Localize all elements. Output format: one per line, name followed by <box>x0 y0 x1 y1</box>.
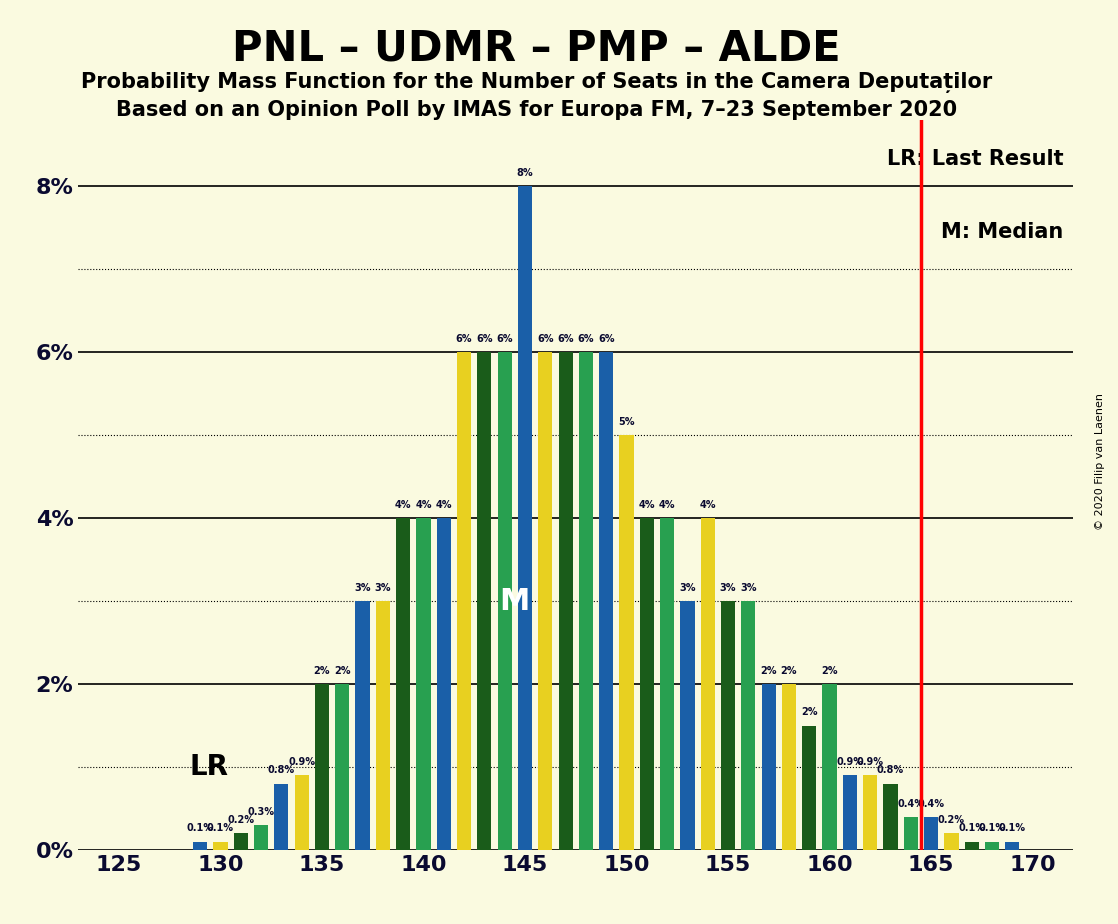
Bar <box>579 352 593 850</box>
Text: 8%: 8% <box>517 168 533 178</box>
Bar <box>923 817 938 850</box>
Bar <box>335 684 349 850</box>
Bar <box>903 817 918 850</box>
Bar <box>518 187 532 850</box>
Bar <box>234 833 248 850</box>
Bar <box>1005 842 1020 850</box>
Text: 0.4%: 0.4% <box>898 798 925 808</box>
Text: 2%: 2% <box>822 666 837 675</box>
Text: 0.2%: 0.2% <box>938 815 965 825</box>
Text: 0.2%: 0.2% <box>227 815 254 825</box>
Text: 6%: 6% <box>456 334 472 344</box>
Text: M: M <box>500 587 530 615</box>
Text: Probability Mass Function for the Number of Seats in the Camera Deputaților: Probability Mass Function for the Number… <box>80 72 993 93</box>
Text: 4%: 4% <box>436 500 452 510</box>
Bar <box>639 518 654 850</box>
Text: 6%: 6% <box>598 334 615 344</box>
Text: 6%: 6% <box>496 334 513 344</box>
Text: 0.1%: 0.1% <box>187 823 214 833</box>
Text: 0.9%: 0.9% <box>836 757 863 767</box>
Text: 3%: 3% <box>680 583 695 593</box>
Text: 3%: 3% <box>740 583 757 593</box>
Text: 0.8%: 0.8% <box>268 765 295 775</box>
Text: 6%: 6% <box>558 334 574 344</box>
Bar <box>823 684 836 850</box>
Bar <box>294 775 309 850</box>
Bar <box>356 602 370 850</box>
Text: 0.9%: 0.9% <box>288 757 315 767</box>
Text: 4%: 4% <box>415 500 432 510</box>
Text: 4%: 4% <box>659 500 675 510</box>
Text: PNL – UDMR – PMP – ALDE: PNL – UDMR – PMP – ALDE <box>233 28 841 69</box>
Text: LR: LR <box>190 753 229 781</box>
Bar <box>559 352 572 850</box>
Bar <box>538 352 552 850</box>
Text: 5%: 5% <box>618 417 635 427</box>
Text: LR: Last Result: LR: Last Result <box>887 150 1063 169</box>
Bar <box>863 775 878 850</box>
Bar <box>477 352 492 850</box>
Text: 2%: 2% <box>334 666 351 675</box>
Bar <box>945 833 958 850</box>
Bar <box>761 684 776 850</box>
Bar <box>681 602 694 850</box>
Bar <box>457 352 471 850</box>
Bar <box>781 684 796 850</box>
Bar <box>498 352 512 850</box>
Text: 0.1%: 0.1% <box>958 823 985 833</box>
Text: 4%: 4% <box>700 500 716 510</box>
Text: 2%: 2% <box>314 666 330 675</box>
Text: 0.9%: 0.9% <box>856 757 883 767</box>
Text: 2%: 2% <box>780 666 797 675</box>
Bar <box>803 725 816 850</box>
Bar <box>437 518 451 850</box>
Bar <box>254 825 268 850</box>
Text: 4%: 4% <box>395 500 411 510</box>
Bar <box>274 784 288 850</box>
Text: M: Median: M: Median <box>941 223 1063 242</box>
Text: © 2020 Filip van Laenen: © 2020 Filip van Laenen <box>1095 394 1105 530</box>
Bar <box>376 602 390 850</box>
Text: 0.3%: 0.3% <box>247 807 275 817</box>
Text: 0.1%: 0.1% <box>998 823 1026 833</box>
Text: 2%: 2% <box>760 666 777 675</box>
Bar <box>396 518 410 850</box>
Text: 3%: 3% <box>720 583 737 593</box>
Text: 6%: 6% <box>476 334 493 344</box>
Bar <box>721 602 736 850</box>
Bar <box>214 842 227 850</box>
Bar <box>599 352 614 850</box>
Bar <box>193 842 207 850</box>
Bar <box>883 784 898 850</box>
Bar <box>985 842 999 850</box>
Bar <box>315 684 329 850</box>
Bar <box>416 518 430 850</box>
Text: Based on an Opinion Poll by IMAS for Europa FM, 7–23 September 2020: Based on an Opinion Poll by IMAS for Eur… <box>116 100 957 120</box>
Bar <box>741 602 756 850</box>
Bar <box>660 518 674 850</box>
Text: 6%: 6% <box>578 334 594 344</box>
Text: 2%: 2% <box>800 708 817 717</box>
Bar <box>701 518 714 850</box>
Text: 3%: 3% <box>354 583 371 593</box>
Text: 0.4%: 0.4% <box>918 798 945 808</box>
Bar <box>843 775 858 850</box>
Text: 0.1%: 0.1% <box>978 823 1005 833</box>
Text: 4%: 4% <box>638 500 655 510</box>
Text: 6%: 6% <box>537 334 553 344</box>
Text: 0.1%: 0.1% <box>207 823 234 833</box>
Bar <box>965 842 979 850</box>
Text: 3%: 3% <box>375 583 391 593</box>
Text: 0.8%: 0.8% <box>877 765 904 775</box>
Bar <box>619 435 634 850</box>
